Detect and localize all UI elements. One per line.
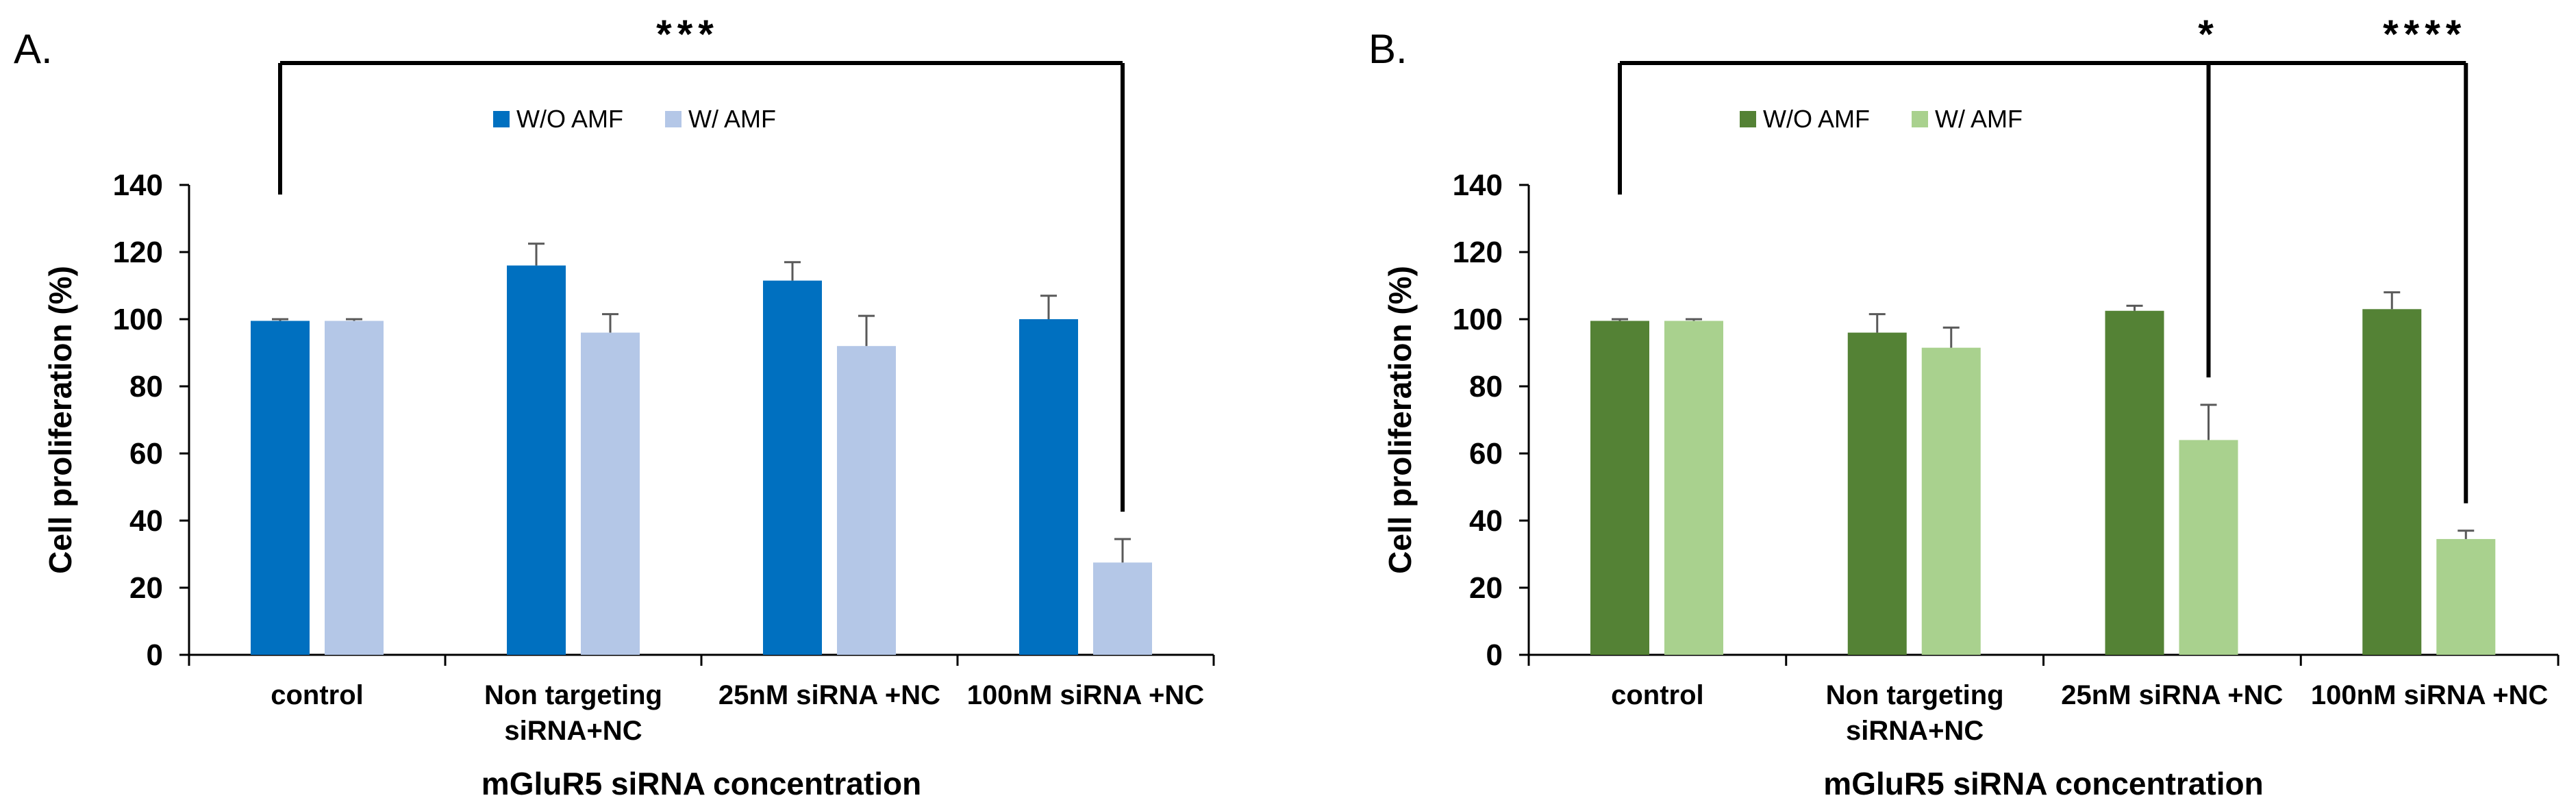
y-tick-label: 120: [1453, 236, 1503, 269]
bar-without-amf: [251, 321, 310, 655]
y-tick-label: 80: [129, 370, 163, 403]
y-axis-title: Cell proliferation (%): [1382, 266, 1418, 574]
bar-without-amf: [2105, 310, 2164, 655]
y-tick-label: 20: [1469, 571, 1503, 605]
bar-without-amf: [507, 265, 566, 656]
legend-swatch: [1740, 111, 1756, 127]
y-tick-label: 100: [113, 303, 163, 336]
bar-without-amf: [1590, 321, 1649, 655]
y-tick-label: 40: [129, 504, 163, 538]
category-label: Non targeting: [1826, 680, 2004, 710]
bar-without-amf: [1019, 319, 1078, 655]
bar-without-amf: [763, 280, 822, 655]
y-tick-label: 0: [147, 638, 163, 672]
bar-with-amf: [325, 321, 384, 655]
y-tick-label: 100: [1453, 303, 1503, 336]
category-label: 25nM siRNA +NC: [718, 680, 940, 710]
category-label: siRNA+NC: [504, 716, 642, 746]
bar-without-amf: [2362, 309, 2422, 655]
significance-label: ****: [2383, 12, 2466, 57]
category-label: Non targeting: [484, 680, 662, 710]
x-axis-title: mGluR5 siRNA concentration: [1823, 766, 2263, 801]
y-tick-label: 120: [113, 236, 163, 269]
chart-panel-b: B. 0 20 40 60 80 100 120 140 Cell proliferation (…: [1368, 12, 2560, 801]
legend-label: W/O AMF: [1763, 105, 1870, 133]
y-tick-label: 140: [113, 169, 163, 202]
category-label: 25nM siRNA +NC: [2061, 680, 2283, 710]
y-tick-label: 20: [129, 571, 163, 605]
bar-without-amf: [1847, 332, 1907, 655]
bar-with-amf: [1093, 562, 1152, 655]
legend-label: W/ AMF: [1935, 105, 2023, 133]
y-axis-title: Cell proliferation (%): [42, 266, 78, 574]
category-label: control: [271, 680, 364, 710]
legend-label: W/O AMF: [516, 105, 623, 133]
y-tick-label: 0: [1486, 638, 1503, 672]
y-tick-label: 80: [1469, 370, 1503, 403]
category-label: control: [1611, 680, 1704, 710]
bar-with-amf: [2436, 538, 2496, 655]
bar-with-amf: [837, 346, 896, 655]
y-tick-label: 40: [1469, 504, 1503, 538]
category-label: siRNA+NC: [1846, 716, 1984, 746]
legend-swatch: [665, 111, 681, 127]
legend-swatch: [493, 111, 510, 127]
category-label: 100nM siRNA +NC: [2311, 680, 2548, 710]
y-tick-label: 60: [1469, 437, 1503, 471]
bar-with-amf: [1921, 347, 1981, 655]
bar-with-amf: [2179, 440, 2238, 655]
significance-label: ***: [656, 12, 719, 57]
significance-label: *: [2198, 12, 2219, 57]
category-label: 100nM siRNA +NC: [967, 680, 1204, 710]
panel-label: A.: [14, 26, 53, 72]
legend-label: W/ AMF: [688, 105, 776, 133]
x-axis-title: mGluR5 siRNA concentration: [482, 766, 921, 801]
bar-with-amf: [581, 332, 640, 655]
y-tick-label: 60: [129, 437, 163, 471]
y-tick-label: 140: [1453, 169, 1503, 202]
panel-label: B.: [1368, 26, 1408, 72]
chart-panel-a: A. 0 20 40 60 80 100 120 140 Cell proliferation (…: [14, 12, 1215, 801]
legend-swatch: [1912, 111, 1928, 127]
bar-with-amf: [1664, 321, 1723, 655]
